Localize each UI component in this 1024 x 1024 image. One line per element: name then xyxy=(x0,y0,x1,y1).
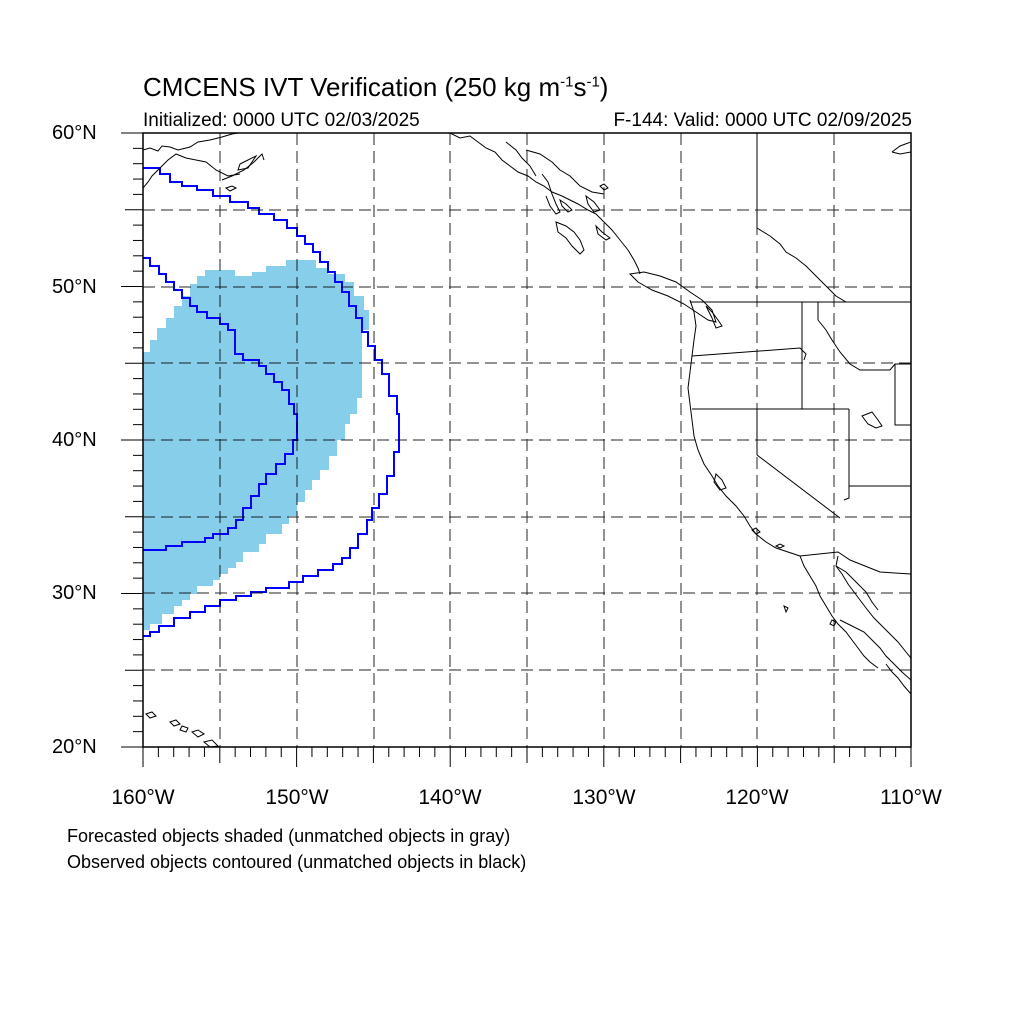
lat-label-20n: 20°N xyxy=(52,736,97,758)
lon-label-160w: 160°W xyxy=(111,786,175,809)
note-forecast: Forecasted objects shaded (unmatched obj… xyxy=(67,826,511,846)
lon-label-120w: 120°W xyxy=(725,786,789,809)
observed-contour-inner xyxy=(143,257,298,551)
axis-ticks xyxy=(121,132,912,767)
forecast-object xyxy=(143,260,369,630)
lon-label-110w: 110°W xyxy=(880,786,942,809)
valid-time: F-144: Valid: 0000 UTC 02/09/2025 xyxy=(613,110,912,131)
initialized-time: Initialized: 0000 UTC 02/03/2025 xyxy=(143,110,420,131)
lon-label-130w: 130°W xyxy=(572,786,636,809)
lon-label-140w: 140°W xyxy=(418,786,482,809)
lat-label-60n: 60°N xyxy=(52,122,97,144)
note-observed: Observed objects contoured (unmatched ob… xyxy=(67,852,527,872)
lon-label-150w: 150°W xyxy=(265,786,329,809)
lat-label-30n: 30°N xyxy=(52,582,97,604)
grid-lines xyxy=(143,133,911,747)
lat-label-40n: 40°N xyxy=(52,429,97,451)
map-title: CMCENS IVT Verification (250 kg m-1s-1) xyxy=(143,72,609,102)
lat-label-50n: 50°N xyxy=(52,276,97,298)
coastlines xyxy=(143,133,911,747)
